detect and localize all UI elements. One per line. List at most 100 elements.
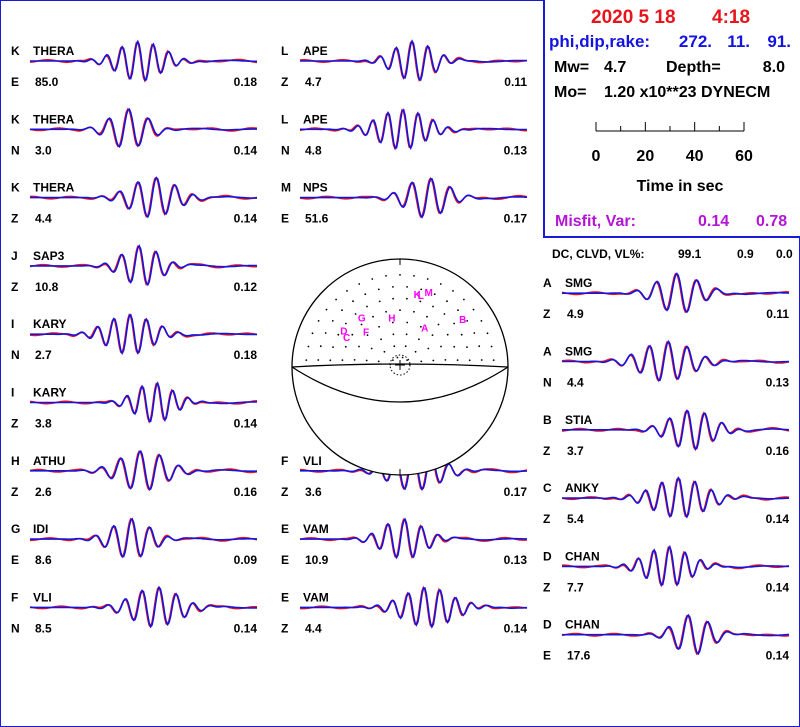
polarity-dot xyxy=(383,350,386,353)
polarity-dot xyxy=(432,359,435,362)
polarity-dot xyxy=(311,332,314,335)
station-code: I xyxy=(11,386,14,400)
station-code: F xyxy=(11,590,18,604)
component-label: E xyxy=(281,212,289,226)
polarity-dot xyxy=(372,315,374,318)
polarity-dot xyxy=(406,297,408,300)
distance-value: 4.9 xyxy=(567,307,584,321)
component-label: E xyxy=(11,553,19,567)
polarity-dot xyxy=(392,297,394,300)
beachball-station-label: G xyxy=(358,314,366,325)
component-label: Z xyxy=(281,75,288,89)
amplitude-value: 0.13 xyxy=(504,143,528,157)
variance-value: 0.78 xyxy=(756,213,787,230)
station-code: K xyxy=(11,181,20,195)
component-label: Z xyxy=(543,444,550,458)
station-name: SMG xyxy=(565,345,592,359)
polarity-dot xyxy=(466,320,469,322)
polarity-dot xyxy=(378,300,381,303)
polarity-dot xyxy=(452,290,454,292)
polarity-dot xyxy=(414,350,417,353)
station-name: STIA xyxy=(565,413,593,427)
polarity-dot xyxy=(418,338,420,341)
amplitude-value: 0.13 xyxy=(504,553,528,567)
polarity-dot xyxy=(392,333,395,336)
polarity-dot xyxy=(426,278,429,280)
event-date: 2020 5 18 xyxy=(591,7,676,28)
component-label: Z xyxy=(543,580,550,594)
distance-value: 85.0 xyxy=(35,75,59,89)
synthetic-waveform xyxy=(300,178,527,219)
polarity-dot xyxy=(331,320,334,322)
amplitude-value: 0.14 xyxy=(766,580,790,594)
station-name: VAM xyxy=(303,590,329,604)
mw-value: 4.7 xyxy=(604,59,626,76)
polarity-dot xyxy=(324,332,327,334)
station-code: E xyxy=(281,522,289,536)
beachball-station-label: C xyxy=(343,333,350,344)
synthetic-waveform xyxy=(30,39,257,82)
station-name: KARY xyxy=(33,386,67,400)
polarity-dot xyxy=(317,359,320,361)
beachball-station-label: A xyxy=(421,324,428,335)
trace-panel: F VLI N 8.5 0.14 xyxy=(11,585,257,635)
amplitude-value: 0.12 xyxy=(234,280,258,294)
time-axis-tick-label: 40 xyxy=(686,148,704,165)
synthetic-waveform xyxy=(30,108,257,148)
polarity-dot xyxy=(385,275,387,277)
polarity-dot xyxy=(406,286,408,288)
mo-label: Mo= xyxy=(554,84,586,101)
distance-value: 3.0 xyxy=(35,143,52,157)
trace-panel: C ANKY Z 5.4 0.14 xyxy=(543,476,790,526)
amplitude-value: 0.14 xyxy=(766,512,790,526)
component-label: Z xyxy=(543,512,550,526)
polarity-dot xyxy=(490,345,493,348)
component-label: Z xyxy=(281,621,288,635)
polarity-dot xyxy=(432,305,434,308)
polarity-dot xyxy=(426,315,428,318)
station-code: C xyxy=(543,481,552,495)
polarity-dot xyxy=(353,359,356,361)
beachball-station-label: B xyxy=(459,315,466,326)
amplitude-value: 0.16 xyxy=(766,444,790,458)
dip-value: 11. xyxy=(727,32,750,51)
polarity-dot xyxy=(371,278,374,280)
polarity-dot xyxy=(420,288,423,291)
polarity-dot xyxy=(358,283,361,285)
amplitude-value: 0.14 xyxy=(234,212,258,226)
beachball-station-label: M xyxy=(425,288,433,299)
trace-panel: J SAP3 Z 10.8 0.12 xyxy=(11,244,258,294)
distance-value: 2.6 xyxy=(35,485,52,499)
amplitude-value: 0.13 xyxy=(766,376,790,390)
polarity-dot xyxy=(396,356,399,359)
synthetic-waveform xyxy=(562,476,790,519)
polarity-dot xyxy=(341,309,343,312)
polarity-dot xyxy=(443,313,446,315)
trace-panel: L APE N 4.8 0.13 xyxy=(281,108,528,157)
synthetic-waveform xyxy=(30,585,257,629)
polarity-dot xyxy=(358,345,360,348)
station-code: L xyxy=(281,112,288,126)
station-name: VLI xyxy=(303,454,322,468)
component-label: Z xyxy=(11,417,18,431)
station-name: CHAN xyxy=(565,549,600,563)
polarity-dot xyxy=(427,347,430,350)
distance-value: 3.8 xyxy=(35,417,52,431)
polarity-dot xyxy=(413,275,415,277)
event-time: 4:18 xyxy=(712,7,750,28)
waveform-traces: K THERA E 85.0 0.18 K THERA N 3.0 0.14 K THERA Z 4.4 0… xyxy=(11,39,790,663)
distance-value: 8.6 xyxy=(35,553,52,567)
component-label: Z xyxy=(11,280,18,294)
polarity-dot xyxy=(453,345,456,348)
polarity-dot xyxy=(440,345,442,348)
polarity-dot xyxy=(354,313,357,315)
station-code: I xyxy=(11,317,14,331)
polarity-dot xyxy=(352,300,354,303)
station-code: L xyxy=(281,44,288,58)
polarity-dot xyxy=(405,333,408,336)
trace-panel: A SMG Z 4.9 0.11 xyxy=(543,272,789,321)
station-code: H xyxy=(11,454,20,468)
polarity-dot xyxy=(346,290,348,292)
polarity-dot xyxy=(392,359,394,361)
